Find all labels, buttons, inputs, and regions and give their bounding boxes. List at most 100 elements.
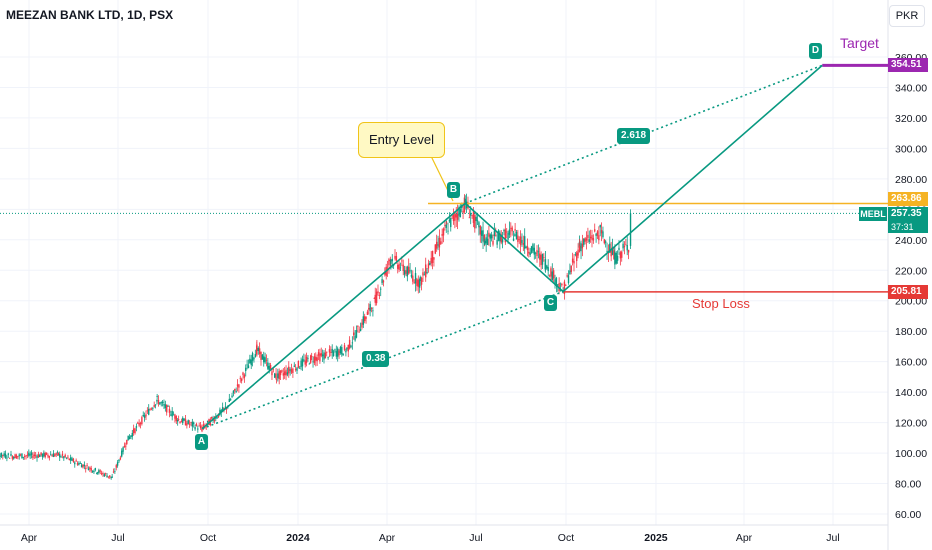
candle-body	[583, 238, 585, 245]
candle-body	[272, 368, 275, 370]
candle-body	[519, 236, 522, 246]
candle-body	[224, 406, 227, 408]
candle-body	[172, 414, 175, 416]
candle-body	[517, 235, 519, 242]
candle-body	[308, 363, 311, 365]
candle-body	[515, 231, 518, 240]
candle-body	[554, 279, 556, 285]
candle-body	[541, 254, 544, 265]
candle-body	[130, 435, 132, 437]
candle-body	[161, 401, 164, 404]
candle-body	[441, 234, 443, 236]
candle-body	[163, 404, 165, 406]
candle-body	[621, 251, 623, 258]
candle-body	[288, 366, 290, 374]
candle-body	[319, 353, 321, 362]
candle-body	[493, 230, 496, 237]
candle-body	[54, 454, 56, 457]
candle-body	[451, 215, 453, 217]
candle-body	[315, 356, 317, 361]
candle-body	[131, 433, 133, 437]
candle-body	[354, 335, 356, 341]
candle-body	[442, 228, 445, 236]
candle-body	[334, 349, 336, 351]
candle-body	[561, 283, 563, 286]
candle-body	[112, 471, 115, 473]
candle-body	[176, 420, 179, 422]
candle-body	[145, 414, 147, 417]
candle-body	[78, 463, 80, 465]
candle-body	[160, 402, 162, 404]
candle-body	[174, 414, 176, 419]
x-tick-label: Apr	[736, 532, 753, 544]
candle-body	[6, 457, 8, 459]
candle-body	[26, 454, 29, 456]
candle-body	[510, 227, 512, 229]
candle-body	[156, 396, 158, 397]
candle-body	[239, 377, 241, 379]
candle-body	[211, 417, 213, 419]
candle-body	[622, 243, 624, 249]
candle-body	[156, 399, 158, 402]
candle-body	[253, 357, 255, 360]
y-tick-label: 120.00	[895, 418, 927, 430]
candle-body	[116, 462, 119, 466]
candle-body	[444, 225, 446, 226]
candle-body	[629, 213, 632, 246]
candle-body	[234, 388, 236, 391]
y-tick-label: 300.00	[895, 143, 927, 155]
candle-body	[497, 230, 500, 241]
candle-body	[571, 258, 574, 263]
pattern-leg-cd	[562, 64, 823, 293]
candle-body	[138, 422, 140, 426]
candle-body	[589, 236, 592, 239]
candle-body	[251, 353, 254, 361]
candle-body	[216, 417, 218, 419]
candle-body	[475, 216, 477, 222]
candle-body	[94, 468, 97, 471]
last-price-tag: 257.35	[888, 207, 928, 221]
candle-body	[71, 458, 73, 461]
candle-body	[606, 250, 608, 252]
candle-body	[529, 252, 531, 255]
currency-button[interactable]: PKR	[889, 5, 925, 27]
candle-body	[198, 425, 200, 427]
candle-body	[157, 399, 160, 404]
candle-body	[50, 454, 52, 456]
candle-body	[478, 222, 480, 228]
candle-body	[486, 238, 489, 246]
candle-body	[275, 378, 278, 380]
candle-body	[427, 263, 430, 269]
candle-body	[555, 277, 558, 285]
candle-body	[4, 453, 7, 458]
candle-body	[547, 267, 549, 272]
candle-body	[221, 407, 224, 411]
candle-body	[495, 235, 497, 237]
candle-body	[619, 252, 622, 259]
candle-body	[289, 369, 291, 371]
candle-body	[598, 235, 600, 241]
candle-body	[154, 404, 157, 406]
candle-body	[292, 368, 294, 374]
candle-body	[187, 420, 189, 424]
candle-body	[557, 284, 559, 286]
candle-body	[398, 263, 400, 270]
candle-body	[122, 447, 124, 452]
candle-body	[338, 350, 340, 356]
candle-body	[341, 347, 343, 355]
candle-body	[15, 455, 18, 459]
candle-body	[60, 456, 62, 458]
candle-body	[546, 265, 548, 269]
candle-body	[256, 344, 258, 351]
candle-body	[23, 456, 26, 457]
candle-body	[231, 395, 233, 398]
candle-body	[303, 359, 305, 361]
candle-body	[525, 246, 527, 249]
candle-body	[470, 213, 472, 216]
stop-price-tag: 205.81	[888, 285, 928, 299]
candle-body	[290, 369, 293, 373]
candle-body	[426, 272, 428, 274]
candle-body	[543, 257, 545, 258]
candle-body	[378, 295, 381, 296]
